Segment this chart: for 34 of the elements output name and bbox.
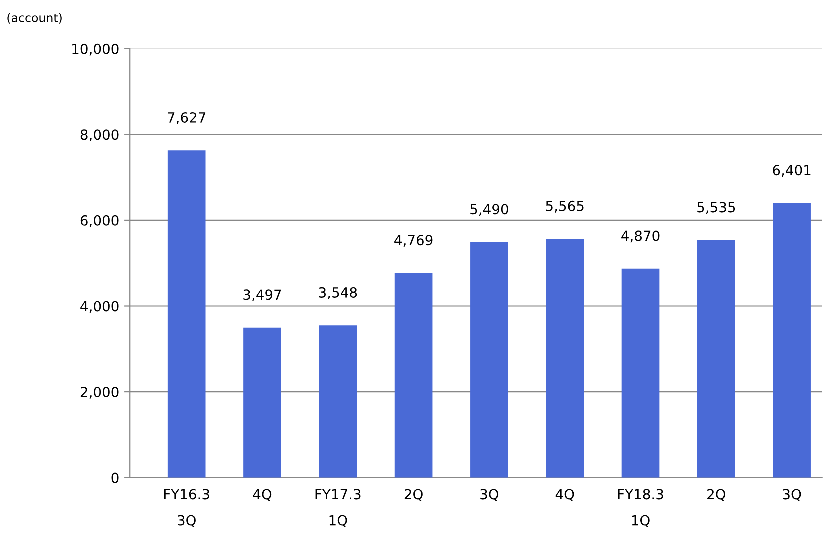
data-label: 4,769 — [394, 235, 433, 247]
data-label: 4,870 — [622, 230, 660, 243]
y-tick-label: 8,000 — [80, 130, 119, 142]
bar — [319, 326, 358, 478]
bar — [470, 242, 508, 478]
x-tick-label: 3Q — [783, 489, 802, 502]
data-label: 5,565 — [546, 200, 584, 213]
bar — [773, 203, 811, 478]
x-tick-label: 3Q — [480, 489, 499, 502]
y-axis-title: (account) — [8, 13, 62, 24]
x-tick-label: 2Q — [404, 489, 423, 502]
x-tick-label: FY17.3 1Q — [316, 489, 361, 528]
y-tick-label: 4,000 — [80, 301, 119, 314]
data-label: 6,401 — [773, 165, 811, 177]
y-tick-label: 10,000 — [72, 44, 119, 56]
x-tick-label: 4Q — [253, 489, 272, 502]
data-label: 3,548 — [319, 287, 358, 300]
data-label: 3,497 — [244, 290, 282, 302]
x-tick-label: 4Q — [556, 489, 574, 502]
data-label: 7,627 — [168, 112, 206, 124]
bar — [697, 240, 736, 478]
bar — [622, 268, 660, 478]
y-tick-label: 2,000 — [80, 387, 119, 399]
bar — [394, 273, 433, 478]
bar — [168, 150, 206, 478]
y-tick-label: 6,000 — [80, 215, 119, 228]
data-label: 5,535 — [698, 202, 736, 214]
x-tick-label: 2Q — [708, 489, 726, 502]
data-label: 5,490 — [470, 204, 508, 216]
x-tick-label: FY16.3 3Q — [164, 489, 210, 528]
bar — [546, 239, 584, 478]
x-tick-label: FY18.3 1Q — [618, 489, 664, 528]
y-tick-label: 0 — [112, 472, 119, 484]
bar — [244, 328, 282, 478]
